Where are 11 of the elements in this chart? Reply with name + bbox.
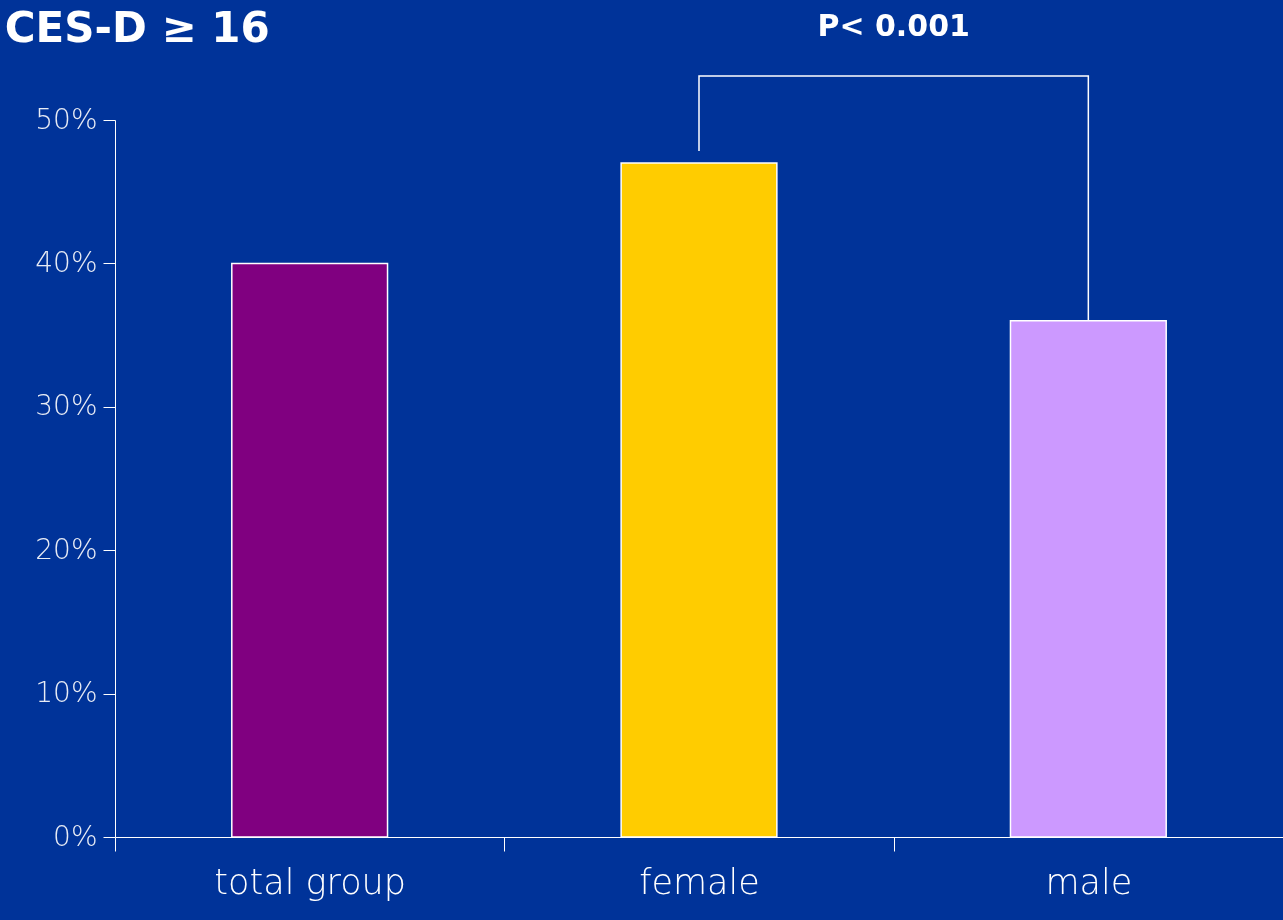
x-tick-label: total group bbox=[214, 861, 406, 902]
y-tick-label: 10% bbox=[35, 676, 98, 710]
y-tick-label: 0% bbox=[53, 819, 98, 853]
y-tick-label: 40% bbox=[35, 245, 98, 279]
chart-title: CES-D ≥ 16 bbox=[4, 3, 270, 52]
x-tick-label: male bbox=[1045, 861, 1133, 902]
y-tick-label: 50% bbox=[35, 102, 98, 136]
text: P< 0.001 bbox=[817, 8, 970, 44]
y-tick-label: 20% bbox=[35, 532, 98, 566]
y-tick-label: 30% bbox=[35, 389, 98, 423]
x-tick-label: female bbox=[639, 861, 760, 902]
